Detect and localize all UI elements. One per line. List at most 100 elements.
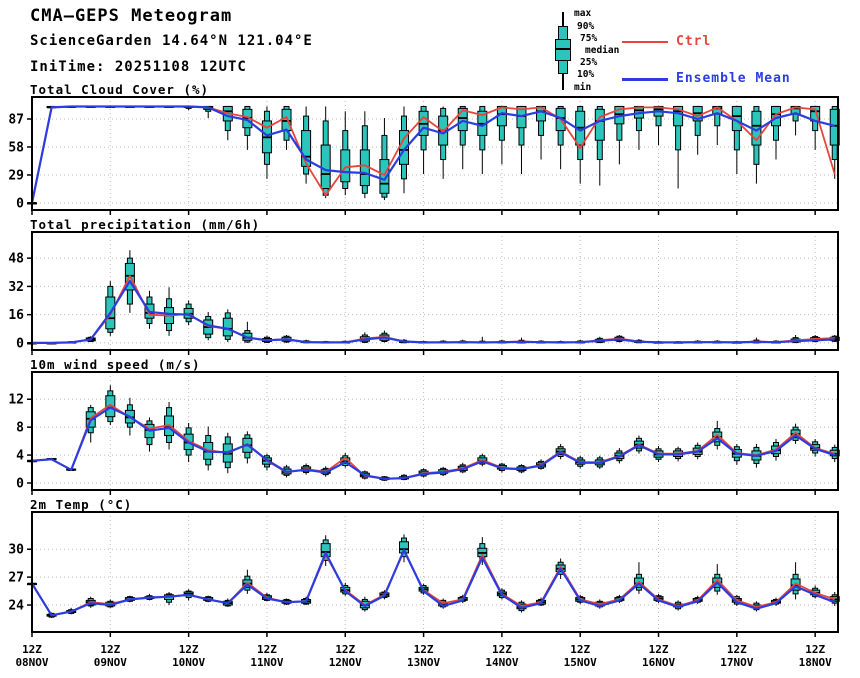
box-glyph xyxy=(164,287,175,336)
panel-title-precip: Total precipitation (mm/6h) xyxy=(30,217,261,232)
svg-text:12Z: 12Z xyxy=(257,643,277,656)
box-glyph xyxy=(692,105,703,155)
svg-text:12Z: 12Z xyxy=(649,643,669,656)
legend-label-10pct: 10% xyxy=(577,69,595,80)
box-glyph xyxy=(261,106,272,179)
svg-text:16NOV: 16NOV xyxy=(642,656,675,669)
ctrl-line-swatch xyxy=(622,41,668,43)
svg-text:16: 16 xyxy=(8,308,24,323)
station-location-line: ScienceGarden 14.64°N 121.04°E xyxy=(30,33,313,49)
svg-text:0: 0 xyxy=(16,477,24,492)
svg-text:87: 87 xyxy=(8,113,24,128)
box-glyph xyxy=(85,404,96,443)
box-glyph xyxy=(242,321,253,343)
box-glyph xyxy=(790,562,801,600)
box-glyph xyxy=(359,111,370,199)
panel-0: 0 29 58 87 xyxy=(8,96,840,215)
box-plots xyxy=(27,534,840,619)
panel-title-cloud: Total Cloud Cover (%) xyxy=(30,82,210,97)
box-glyph xyxy=(242,569,253,594)
y-tick-labels: 24 27 30 xyxy=(8,543,32,614)
box-glyph xyxy=(340,111,351,196)
svg-text:0: 0 xyxy=(16,336,24,351)
svg-text:12Z: 12Z xyxy=(179,643,199,656)
box-glyph xyxy=(477,105,488,175)
svg-text:18NOV: 18NOV xyxy=(799,656,832,669)
y-tick-labels: 0 29 58 87 xyxy=(8,113,32,211)
box-glyph xyxy=(633,562,644,594)
legend-label-min: min xyxy=(574,82,592,93)
ensemble-mean-line-swatch xyxy=(622,78,668,81)
panel-title-temp: 2m Temp (°C) xyxy=(30,497,133,512)
box-glyph xyxy=(379,118,390,201)
box-glyph xyxy=(751,105,762,184)
box-glyph xyxy=(320,106,331,199)
box-glyph xyxy=(575,105,586,184)
box-glyph xyxy=(731,105,742,175)
panel-frame xyxy=(31,371,839,491)
box-plots xyxy=(27,385,840,481)
ensemble-mean-legend-label: Ensemble Mean xyxy=(676,71,791,86)
init-time-line: IniTime: 20251108 12UTC xyxy=(30,59,247,75)
svg-text:58: 58 xyxy=(8,140,24,155)
box-glyph xyxy=(457,105,468,170)
ensemble-mean-line xyxy=(32,280,835,344)
ensemble-mean-line xyxy=(30,105,835,204)
legend-25-75-box-icon xyxy=(555,39,571,61)
svg-text:29: 29 xyxy=(8,168,24,183)
gridlines xyxy=(32,232,838,350)
box-glyph xyxy=(301,106,312,184)
panel-2: 0 4 8 12 xyxy=(8,371,840,495)
svg-text:0: 0 xyxy=(16,196,24,211)
panel-title-wind: 10m wind speed (m/s) xyxy=(30,357,201,372)
legend: max 90% 75% median 25% 10% min Ctrl Ense… xyxy=(548,8,848,98)
box-glyph xyxy=(673,105,684,189)
svg-text:48: 48 xyxy=(8,252,24,267)
legend-label-75pct: 75% xyxy=(580,33,598,44)
svg-text:27: 27 xyxy=(8,571,24,586)
svg-text:12Z: 12Z xyxy=(805,643,825,656)
svg-text:08NOV: 08NOV xyxy=(15,656,48,669)
svg-text:12: 12 xyxy=(8,393,24,408)
box-plots xyxy=(27,105,840,205)
svg-text:30: 30 xyxy=(8,543,24,558)
legend-label-90pct: 90% xyxy=(577,21,595,32)
svg-text:12Z: 12Z xyxy=(100,643,120,656)
box-glyph xyxy=(144,417,155,452)
gridlines xyxy=(32,512,838,632)
ctrl-legend-label: Ctrl xyxy=(676,34,712,49)
svg-text:8: 8 xyxy=(16,421,24,436)
svg-text:14NOV: 14NOV xyxy=(485,656,518,669)
y-tick-labels: 0 16 32 48 xyxy=(8,252,32,351)
svg-text:32: 32 xyxy=(8,280,24,295)
panel-frame xyxy=(31,96,839,211)
svg-text:09NOV: 09NOV xyxy=(94,656,127,669)
svg-text:12Z: 12Z xyxy=(492,643,512,656)
svg-text:11NOV: 11NOV xyxy=(250,656,283,669)
box-glyph xyxy=(281,105,292,150)
panel-1: 0 16 32 48 xyxy=(8,231,840,355)
x-tick-labels: 12Z08NOV12Z09NOV12Z10NOV12Z11NOV12Z12NOV… xyxy=(15,643,832,669)
box-glyph xyxy=(242,105,253,150)
box-glyph xyxy=(810,105,821,150)
svg-text:12Z: 12Z xyxy=(727,643,747,656)
legend-median-line-icon xyxy=(555,48,571,50)
svg-text:17NOV: 17NOV xyxy=(720,656,753,669)
svg-text:12Z: 12Z xyxy=(414,643,434,656)
box-glyph xyxy=(164,592,175,606)
legend-label-25pct: 25% xyxy=(580,57,598,68)
svg-text:4: 4 xyxy=(16,449,24,464)
svg-text:10NOV: 10NOV xyxy=(172,656,205,669)
svg-text:13NOV: 13NOV xyxy=(407,656,440,669)
svg-text:15NOV: 15NOV xyxy=(564,656,597,669)
ctrl-line xyxy=(31,550,835,617)
legend-label-median: median xyxy=(585,45,620,56)
panel-frame xyxy=(31,231,839,351)
legend-label-max: max xyxy=(574,8,592,19)
ensemble-mean-line xyxy=(31,548,836,617)
box-plots xyxy=(27,250,840,345)
svg-text:12NOV: 12NOV xyxy=(329,656,362,669)
svg-text:12Z: 12Z xyxy=(570,643,590,656)
